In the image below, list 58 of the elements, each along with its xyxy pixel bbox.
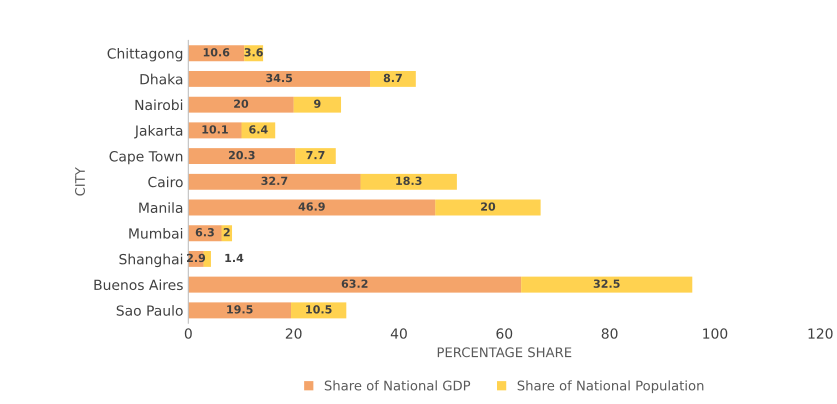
y-tick-label: Shanghai (119, 254, 182, 268)
x-axis-title: PERCENTAGE SHARE (438, 347, 572, 358)
x-tick-label: 120 (808, 328, 833, 339)
y-tick-label: Dhaka (140, 74, 182, 84)
bar (204, 250, 211, 267)
data-label: 34.5 (266, 74, 292, 82)
bar (294, 96, 342, 113)
bar (188, 148, 296, 164)
bar (295, 148, 336, 164)
y-tick-label: Mumbai (129, 228, 182, 239)
bar (188, 70, 370, 87)
legend-label: Share of National GDP (324, 380, 470, 391)
x-tick-label: 40 (390, 328, 407, 339)
data-label: 1.4 (225, 254, 244, 262)
y-tick-label: Cairo (148, 176, 183, 188)
data-label: 6.3 (196, 228, 214, 236)
data-label: 32.5 (594, 279, 620, 288)
x-tick-label: 100 (703, 328, 728, 339)
y-tick-label: Nairobi (135, 99, 182, 110)
y-tick-label: Jakarta (134, 125, 182, 138)
data-label: 8.7 (384, 74, 402, 82)
data-label: 46.9 (298, 202, 325, 211)
y-tick-label: Manila (139, 202, 182, 213)
data-label: 32.7 (261, 176, 288, 186)
legend-label: Share of National Population (518, 380, 704, 394)
data-label: 63.2 (342, 279, 368, 288)
data-label: 10.5 (306, 305, 332, 314)
x-tick-label: 20 (286, 328, 302, 339)
data-label: 9 (314, 100, 320, 108)
bar (188, 174, 361, 190)
bar (188, 200, 436, 216)
data-label: 20.3 (228, 150, 255, 160)
data-label: 3.6 (244, 48, 263, 56)
bar (521, 276, 692, 293)
data-label: 6.4 (249, 125, 268, 134)
data-label: 19.5 (227, 305, 253, 314)
bar (188, 96, 294, 113)
y-tick-label: Cape Town (109, 151, 182, 164)
bar (370, 70, 416, 87)
bar (188, 276, 522, 293)
y-axis-title: CITY (75, 167, 85, 196)
bar (435, 200, 541, 216)
data-label: 7.7 (306, 151, 324, 160)
data-label: 10.1 (202, 125, 228, 134)
x-tick-label: 0 (184, 328, 192, 339)
bar (291, 302, 346, 318)
data-label: 20 (481, 202, 496, 211)
bar (360, 174, 457, 190)
x-tick-label: 80 (602, 328, 618, 339)
bar (188, 302, 292, 318)
data-label: 2 (224, 228, 230, 236)
x-tick-label: 60 (496, 328, 512, 339)
data-label: 18.3 (396, 176, 422, 186)
data-label: 20 (234, 99, 248, 108)
y-tick-label: Buenos Aires (94, 279, 183, 290)
y-tick-label: Chittagong (108, 48, 182, 62)
data-label: 10.6 (204, 48, 230, 56)
y-tick-label: Sao Paulo (116, 305, 183, 316)
